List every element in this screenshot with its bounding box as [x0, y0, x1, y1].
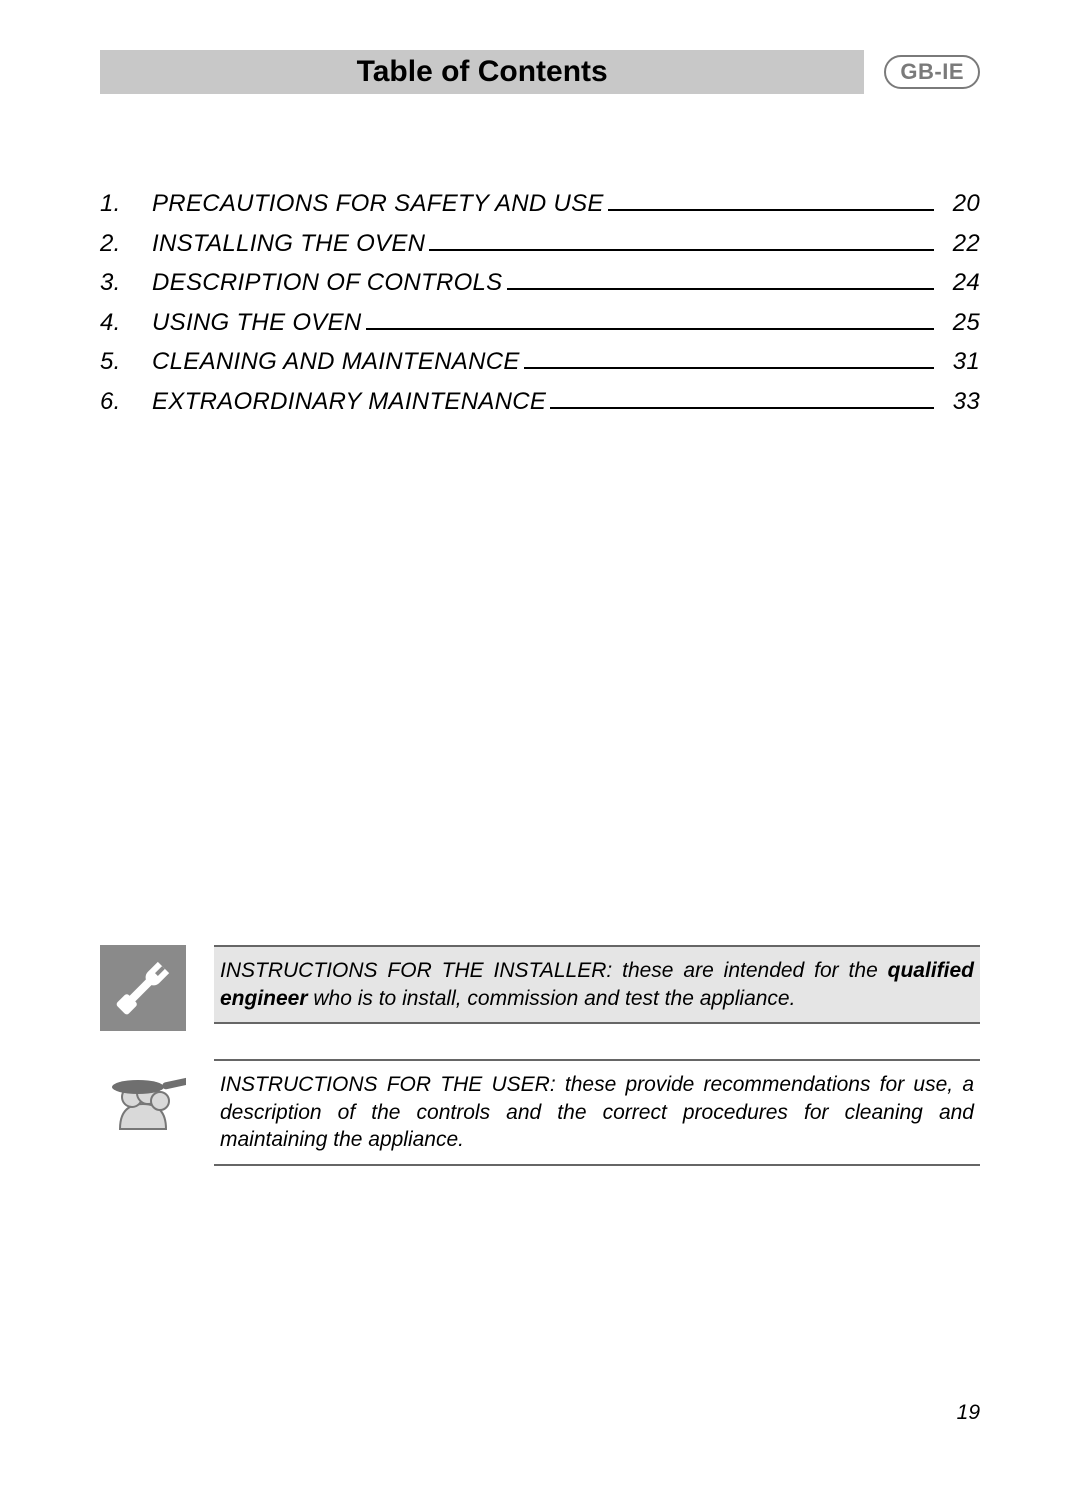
header-bar: Table of Contents [100, 50, 864, 94]
region-badge: GB-IE [884, 55, 980, 89]
wrench-icon [100, 945, 186, 1031]
toc-leader [608, 209, 934, 211]
toc-title: INSTALLING THE OVEN [152, 224, 425, 264]
toc-num: 6. [100, 382, 152, 422]
toc-page: 31 [940, 342, 980, 382]
toc-num: 1. [100, 184, 152, 224]
toc-title: USING THE OVEN [152, 303, 362, 343]
toc-num: 4. [100, 303, 152, 343]
toc-leader [550, 407, 934, 409]
toc-page: 22 [940, 224, 980, 264]
toc-num: 2. [100, 224, 152, 264]
installer-rest: who is to install, commission and test t… [308, 987, 796, 1010]
user-note: INSTRUCTIONS FOR THE USER: these provide… [100, 1059, 980, 1166]
toc-page: 25 [940, 303, 980, 343]
toc-leader [524, 367, 934, 369]
notes: INSTRUCTIONS FOR THE INSTALLER: these ar… [100, 945, 980, 1194]
toc-item: 5. CLEANING AND MAINTENANCE 31 [100, 342, 980, 382]
installer-lead: INSTRUCTIONS FOR THE INSTALLER: these ar… [220, 959, 888, 982]
toc-title: DESCRIPTION OF CONTROLS [152, 263, 503, 303]
toc-leader [366, 328, 934, 330]
installer-note: INSTRUCTIONS FOR THE INSTALLER: these ar… [100, 945, 980, 1031]
installer-text: INSTRUCTIONS FOR THE INSTALLER: these ar… [214, 955, 980, 1014]
toc-item: 6. EXTRAORDINARY MAINTENANCE 33 [100, 382, 980, 422]
toc-title: PRECAUTIONS FOR SAFETY AND USE [152, 184, 604, 224]
toc-page: 20 [940, 184, 980, 224]
toc-num: 5. [100, 342, 152, 382]
toc-item: 3. DESCRIPTION OF CONTROLS 24 [100, 263, 980, 303]
toc-item: 1. PRECAUTIONS FOR SAFETY AND USE 20 [100, 184, 980, 224]
toc-page: 24 [940, 263, 980, 303]
toc-num: 3. [100, 263, 152, 303]
toc-page: 33 [940, 382, 980, 422]
page-number: 19 [957, 1401, 980, 1425]
installer-body: INSTRUCTIONS FOR THE INSTALLER: these ar… [214, 945, 980, 1024]
toc-title: EXTRAORDINARY MAINTENANCE [152, 382, 546, 422]
toc-item: 4. USING THE OVEN 25 [100, 303, 980, 343]
user-body: INSTRUCTIONS FOR THE USER: these provide… [214, 1059, 980, 1166]
toc-title: CLEANING AND MAINTENANCE [152, 342, 520, 382]
toc-leader [507, 288, 935, 290]
cooking-icon [100, 1059, 186, 1145]
user-text: INSTRUCTIONS FOR THE USER: these provide… [214, 1069, 980, 1156]
header-title: Table of Contents [357, 55, 608, 89]
toc-list: 1. PRECAUTIONS FOR SAFETY AND USE 20 2. … [100, 184, 980, 422]
toc-item: 2. INSTALLING THE OVEN 22 [100, 224, 980, 264]
toc-leader [429, 249, 934, 251]
header-row: Table of Contents GB-IE [100, 50, 980, 94]
